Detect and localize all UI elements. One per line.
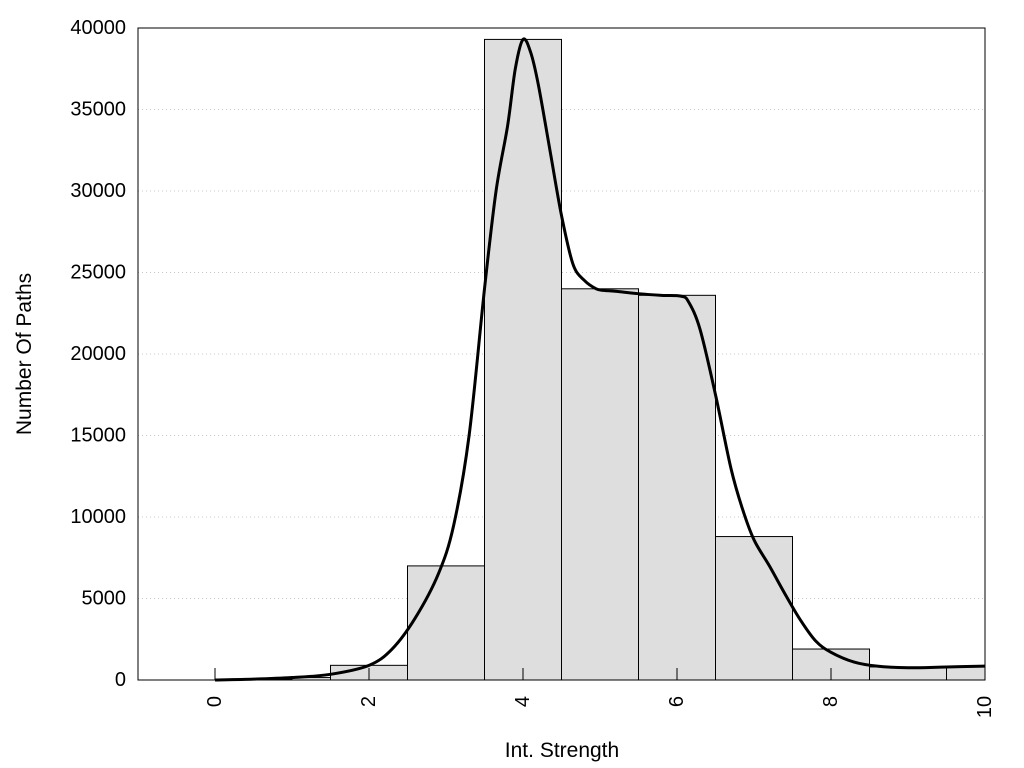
density-curve [214,37,986,682]
x-tick-label: 4 [512,696,534,707]
histogram-bar [407,565,485,681]
y-tick-label: 20000 [70,343,126,365]
density-curve-layer [214,37,986,682]
y-tick-label: 25000 [70,262,126,284]
plot-frame [137,27,986,681]
y-tick-label: 10000 [70,506,126,528]
axes [137,27,986,681]
x-tick-label: 0 [204,696,226,707]
y-axis-title: Number Of Paths [13,273,36,435]
histogram-bars [214,38,986,681]
histogram-bar [638,294,716,681]
histogram-bar [561,288,639,681]
x-tick-label: 8 [820,696,842,707]
y-tick-label: 35000 [70,99,126,121]
y-tick-label: 5000 [82,588,127,610]
histogram-bar [484,38,562,681]
y-tick-label: 30000 [70,180,126,202]
tick-labels: 0 2 4 6 8 10 0 5000 10000 15000 20000 25000 30000 350… [70,17,996,718]
y-tick-label: 15000 [70,425,126,447]
x-tick-label: 10 [974,696,996,718]
y-tick-label: 40000 [70,17,126,39]
x-axis-title: Int. Strength [505,739,619,762]
x-tick-label: 6 [666,696,688,707]
x-tick-label: 2 [358,696,380,707]
histogram-bar [715,536,793,681]
y-tick-label: 0 [115,669,126,691]
